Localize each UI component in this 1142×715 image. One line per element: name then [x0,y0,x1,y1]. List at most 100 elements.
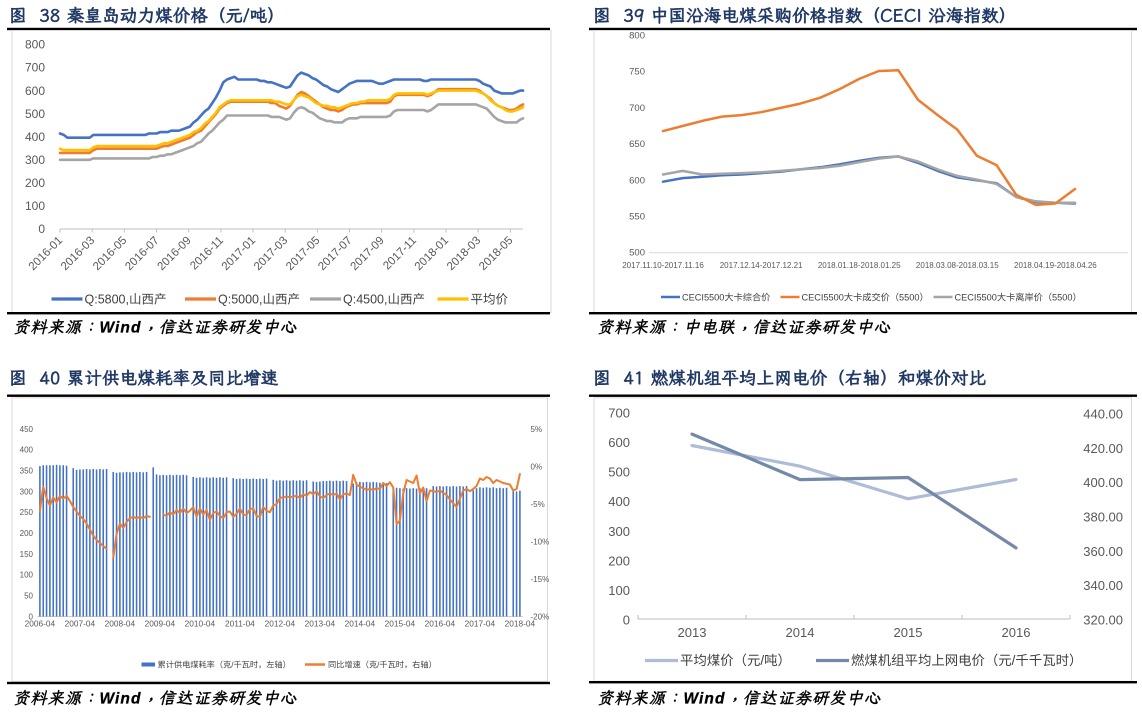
svg-text:图 39 中国沿海电煤采购价格指数（CECI 沿海指数）: 图 39 中国沿海电煤采购价格指数（CECI 沿海指数） [593,4,1016,27]
svg-text:320.00: 320.00 [1083,613,1123,628]
svg-text:2017.11.10-2017.11.16: 2017.11.10-2017.11.16 [622,261,704,270]
svg-text:800: 800 [25,38,45,52]
svg-text:图 38 秦皇岛动力煤价格（元/吨）: 图 38 秦皇岛动力煤价格（元/吨） [9,4,285,27]
svg-text:200: 200 [608,553,630,568]
svg-text:-10%: -10% [531,537,550,546]
svg-text:5%: 5% [531,425,543,434]
svg-text:2018-01: 2018-01 [413,235,451,273]
svg-text:2013-04: 2013-04 [305,619,336,629]
svg-text:-5%: -5% [531,500,545,509]
svg-text:600: 600 [629,175,645,186]
svg-text:Q:4500,山西产: Q:4500,山西产 [343,293,425,307]
svg-text:700: 700 [25,61,45,75]
svg-text:400.00: 400.00 [1083,475,1123,490]
svg-text:2017-07: 2017-07 [316,235,354,273]
svg-text:300: 300 [608,524,630,539]
svg-text:2017-03: 2017-03 [252,235,290,273]
svg-text:资料来源：Wind，信达证券研发中心: 资料来源：Wind，信达证券研发中心 [597,687,881,711]
svg-text:450: 450 [20,425,34,434]
svg-text:2015-04: 2015-04 [385,619,416,629]
svg-text:2017.12.14-2017.12.21: 2017.12.14-2017.12.21 [720,261,803,270]
svg-text:500: 500 [629,248,645,259]
svg-text:2009-04: 2009-04 [145,619,176,629]
svg-text:500: 500 [25,107,45,121]
svg-text:300: 300 [20,487,34,496]
svg-text:2007-04: 2007-04 [65,619,96,629]
svg-text:2006-04: 2006-04 [25,619,56,629]
svg-text:550: 550 [629,212,645,223]
svg-text:400: 400 [608,494,630,509]
svg-text:600: 600 [608,435,630,450]
svg-text:800: 800 [629,31,645,42]
svg-text:340.00: 340.00 [1083,578,1123,593]
svg-text:0: 0 [38,222,45,236]
svg-text:同比增速（克/千瓦时，右轴）: 同比增速（克/千瓦时，右轴） [328,660,437,670]
svg-text:2018-05: 2018-05 [477,235,515,273]
svg-text:2016-09: 2016-09 [155,235,193,273]
svg-text:2010-04: 2010-04 [185,619,216,629]
svg-text:2014: 2014 [786,625,815,640]
svg-text:650: 650 [629,139,645,150]
svg-text:2016-04: 2016-04 [425,619,456,629]
svg-text:2013: 2013 [678,625,707,640]
svg-text:CECI5500大卡综合价: CECI5500大卡综合价 [682,293,770,303]
svg-text:750: 750 [629,67,645,78]
svg-text:CECI5500大卡离岸价（5500）: CECI5500大卡离岸价（5500） [955,293,1082,303]
svg-text:400: 400 [20,446,34,455]
svg-text:2017-09: 2017-09 [348,235,386,273]
svg-text:平均价: 平均价 [471,293,509,307]
svg-text:2018.03.08-2018.03.15: 2018.03.08-2018.03.15 [916,261,999,270]
svg-text:50: 50 [24,592,33,601]
svg-text:700: 700 [608,406,630,421]
svg-text:2017-04: 2017-04 [465,619,496,629]
svg-text:资料来源：中电联，信达证券研发中心: 资料来源：中电联，信达证券研发中心 [597,316,891,340]
svg-text:资料来源：Wind，信达证券研发中心: 资料来源：Wind，信达证券研发中心 [13,316,297,340]
svg-text:2016-01: 2016-01 [27,235,65,273]
svg-text:150: 150 [20,550,34,559]
svg-text:2018-04: 2018-04 [505,619,536,629]
svg-text:400: 400 [25,130,45,144]
svg-text:累计供电煤耗率（克/千瓦时，左轴）: 累计供电煤耗率（克/千瓦时，左轴） [158,660,291,670]
svg-text:100: 100 [608,583,630,598]
svg-text:燃煤机组平均上网电价（元/千千瓦时）: 燃煤机组平均上网电价（元/千千瓦时） [851,653,1082,668]
svg-text:300: 300 [25,153,45,167]
svg-text:CECI5500大卡成交价（5500）: CECI5500大卡成交价（5500） [802,293,929,303]
svg-text:2014-04: 2014-04 [345,619,376,629]
svg-text:2018.01.18-2018.01.25: 2018.01.18-2018.01.25 [818,261,901,270]
svg-text:平均煤价（元/吨）: 平均煤价（元/吨） [680,653,791,668]
svg-text:250: 250 [20,508,34,517]
svg-text:2015: 2015 [894,625,923,640]
svg-text:0: 0 [29,612,34,621]
svg-text:440.00: 440.00 [1083,407,1123,422]
svg-text:2016-11: 2016-11 [188,235,226,273]
svg-text:700: 700 [629,103,645,114]
svg-text:2016: 2016 [1002,625,1031,640]
svg-text:200: 200 [25,176,45,190]
svg-text:2016-05: 2016-05 [91,235,129,273]
svg-text:2017-05: 2017-05 [284,235,322,273]
svg-text:2017-11: 2017-11 [381,235,419,273]
svg-text:350: 350 [20,467,34,476]
svg-text:420.00: 420.00 [1083,441,1123,456]
svg-text:360.00: 360.00 [1083,544,1123,559]
svg-text:2012-04: 2012-04 [265,619,296,629]
svg-text:2017-01: 2017-01 [220,235,258,273]
svg-text:2018-03: 2018-03 [445,235,483,273]
svg-text:0: 0 [623,613,630,628]
svg-text:2011-04: 2011-04 [225,619,255,629]
svg-text:2018.04.19-2018.04.26: 2018.04.19-2018.04.26 [1014,261,1097,270]
svg-text:Q:5800,山西产: Q:5800,山西产 [85,293,167,307]
svg-text:2016-03: 2016-03 [59,235,97,273]
svg-text:Q:5000,山西产: Q:5000,山西产 [218,293,300,307]
svg-text:图 40 累计供电煤耗率及同比增速: 图 40 累计供电煤耗率及同比增速 [9,366,279,389]
svg-text:380.00: 380.00 [1083,510,1123,525]
svg-text:-15%: -15% [531,575,550,584]
svg-text:100: 100 [25,199,45,213]
svg-text:2016-07: 2016-07 [123,235,161,273]
svg-text:-20%: -20% [531,612,550,621]
svg-text:200: 200 [20,529,34,538]
svg-text:500: 500 [608,465,630,480]
svg-text:100: 100 [20,571,34,580]
svg-text:2008-04: 2008-04 [105,619,136,629]
svg-text:资料来源：Wind，信达证券研发中心: 资料来源：Wind，信达证券研发中心 [13,687,297,711]
